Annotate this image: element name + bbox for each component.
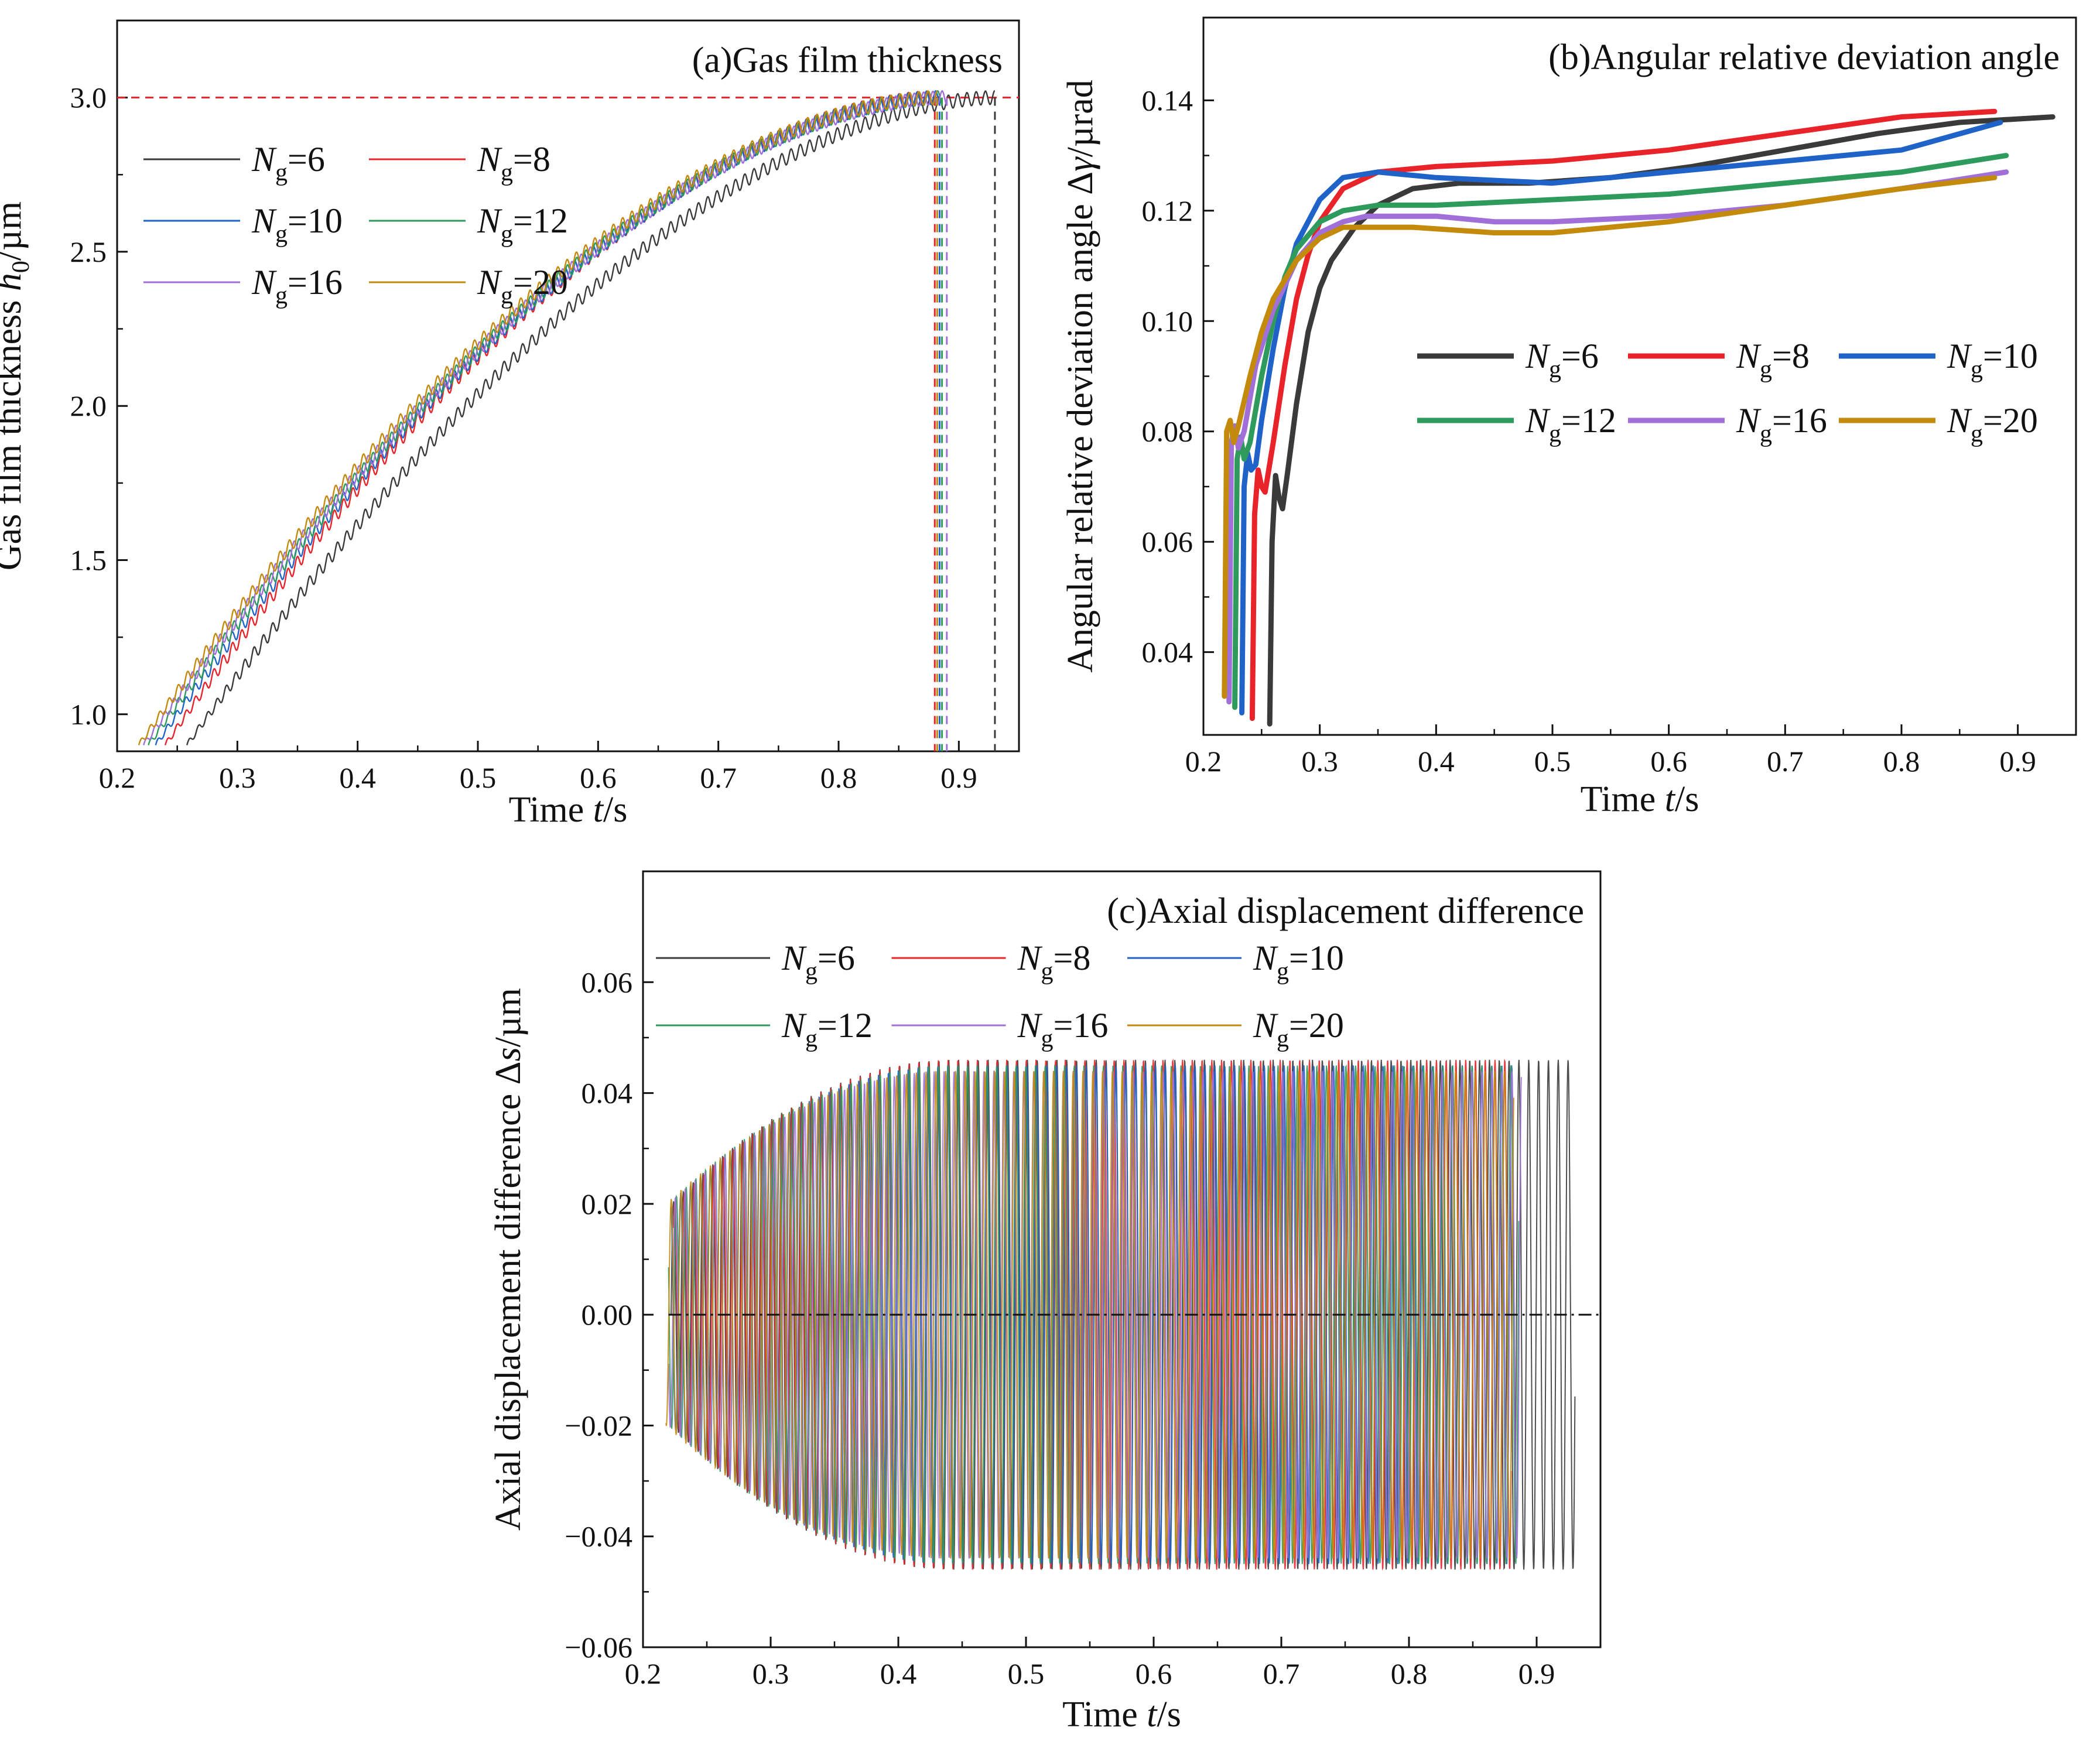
x-tick-label: 0.2: [99, 761, 136, 794]
y-tick-label: −0.06: [565, 1631, 632, 1664]
x-tick-label: 0.3: [219, 761, 256, 794]
x-tick-label: 0.9: [1518, 1657, 1555, 1690]
legend-label-ng-12: Ng=12: [1525, 401, 1616, 447]
y-tick-label: 0.04: [1142, 636, 1193, 669]
x-tick-label: 0.5: [460, 761, 497, 794]
x-tick-label: 0.6: [1135, 1657, 1172, 1690]
legend-label-ng-16: Ng=16: [1017, 1006, 1109, 1052]
x-tick-label: 0.2: [1185, 745, 1222, 778]
y-axis-title: Gas film thickness h0/µm: [0, 201, 35, 570]
legend-label-ng-20: Ng=20: [477, 263, 568, 309]
x-tick-label: 0.7: [1767, 745, 1804, 778]
y-tick-label: 0.04: [582, 1077, 633, 1110]
legend-label-ng-16: Ng=16: [251, 263, 343, 309]
y-tick-label: 0.10: [1142, 305, 1193, 337]
y-tick-label: 1.5: [70, 544, 107, 577]
series-line-ng-20: [1222, 175, 1998, 699]
legend-label-ng-20: Ng=20: [1253, 1006, 1344, 1052]
x-tick-label: 0.4: [880, 1657, 917, 1690]
y-tick-label: 0.06: [582, 966, 633, 998]
y-tick-label: 2.0: [70, 389, 107, 422]
panel-title: (c)Axial displacement difference: [1107, 891, 1584, 931]
plot-frame: [116, 19, 1020, 752]
x-axis-title: Time t/s: [509, 790, 628, 830]
x-tick-label: 0.3: [1301, 745, 1338, 778]
legend-label-ng-6: Ng=6: [251, 140, 325, 186]
y-tick-label: −0.02: [565, 1409, 632, 1442]
legend-label-ng-12: Ng=12: [477, 201, 568, 248]
x-tick-label: 0.9: [1999, 745, 2036, 778]
series-line-ng-16: [668, 1069, 1522, 1560]
x-tick-label: 0.3: [753, 1657, 789, 1690]
legend-label-ng-8: Ng=8: [1017, 939, 1091, 985]
panel-a-gas-film-thickness: 0.2 0.3 0.4 0.5 0.6 0.7 0.8 0.9 1.0 1.5 2.0 2.5 3.0 T…: [0, 19, 1020, 830]
y-tick-label: −0.04: [565, 1520, 632, 1553]
y-axis-title: Axial displacement difference Δs/µm: [488, 988, 528, 1531]
y-tick-label: 0.00: [582, 1298, 633, 1331]
legend-label-ng-20: Ng=20: [1947, 401, 2038, 447]
x-tick-label: 0.4: [339, 761, 376, 794]
legend-label-ng-10: Ng=10: [1253, 939, 1344, 985]
x-tick-label: 0.5: [1534, 745, 1571, 778]
legend-label-ng-12: Ng=12: [781, 1006, 873, 1052]
plot-area: [1222, 108, 2055, 727]
x-tick-label: 0.7: [1263, 1657, 1300, 1690]
legend-label-ng-16: Ng=16: [1736, 401, 1827, 447]
x-tick-label: 0.8: [1883, 745, 1920, 778]
legend-label-ng-6: Ng=6: [1525, 337, 1599, 383]
panel-c-axial-displacement: 0.2 0.3 0.4 0.5 0.6 0.7 0.8 0.9 −0.06 −0.04 −0.02 0…: [488, 870, 1602, 1734]
panel-b-angular-deviation: 0.2 0.3 0.4 0.5 0.6 0.7 0.8 0.9 0.04 0.06 0.08 0.10…: [1061, 16, 2077, 819]
legend-label-ng-8: Ng=8: [1736, 337, 1810, 383]
panel-title: (a)Gas film thickness: [692, 40, 1003, 80]
y-tick-label: 3.0: [70, 81, 107, 114]
y-tick-label: 0.02: [582, 1188, 633, 1220]
y-tick-label: 0.14: [1142, 84, 1193, 117]
x-tick-label: 0.4: [1418, 745, 1455, 778]
x-tick-label: 0.8: [1391, 1657, 1428, 1690]
series-line-ng-20: [138, 90, 938, 745]
y-tick-label: 0.06: [1142, 525, 1193, 558]
plot-area: [117, 90, 1019, 751]
x-tick-label: 0.6: [1650, 745, 1687, 778]
x-axis-title: Time t/s: [1581, 779, 1699, 819]
x-tick-label: 0.9: [940, 761, 977, 794]
x-tick-label: 0.8: [820, 761, 857, 794]
panel-title: (b)Angular relative deviation angle: [1548, 37, 2060, 77]
y-tick-label: 2.5: [70, 235, 107, 268]
legend-label-ng-10: Ng=10: [251, 201, 343, 248]
legend-label-ng-6: Ng=6: [781, 939, 855, 985]
plot-area: [665, 1058, 1600, 1571]
series-line-ng-12: [1232, 153, 2009, 710]
y-tick-label: 0.08: [1142, 415, 1193, 448]
legend-label-ng-10: Ng=10: [1947, 337, 2038, 383]
y-tick-label: 1.0: [70, 698, 107, 731]
series-line-ng-6: [186, 90, 996, 745]
x-axis-title: Time t/s: [1062, 1695, 1181, 1734]
y-tick-label: 0.12: [1142, 194, 1193, 227]
x-tick-label: 0.2: [625, 1657, 662, 1690]
legend-label-ng-8: Ng=8: [477, 140, 550, 186]
x-tick-label: 0.6: [580, 761, 617, 794]
series-line-ng-10: [1239, 119, 2003, 716]
x-tick-label: 0.5: [1008, 1657, 1045, 1690]
series-line-ng-16: [1226, 169, 2009, 704]
y-axis-title: Angular relative deviation angle Δγ/µrad: [1061, 80, 1100, 672]
series-line-ng-20: [665, 1069, 1514, 1560]
x-tick-label: 0.7: [700, 761, 737, 794]
